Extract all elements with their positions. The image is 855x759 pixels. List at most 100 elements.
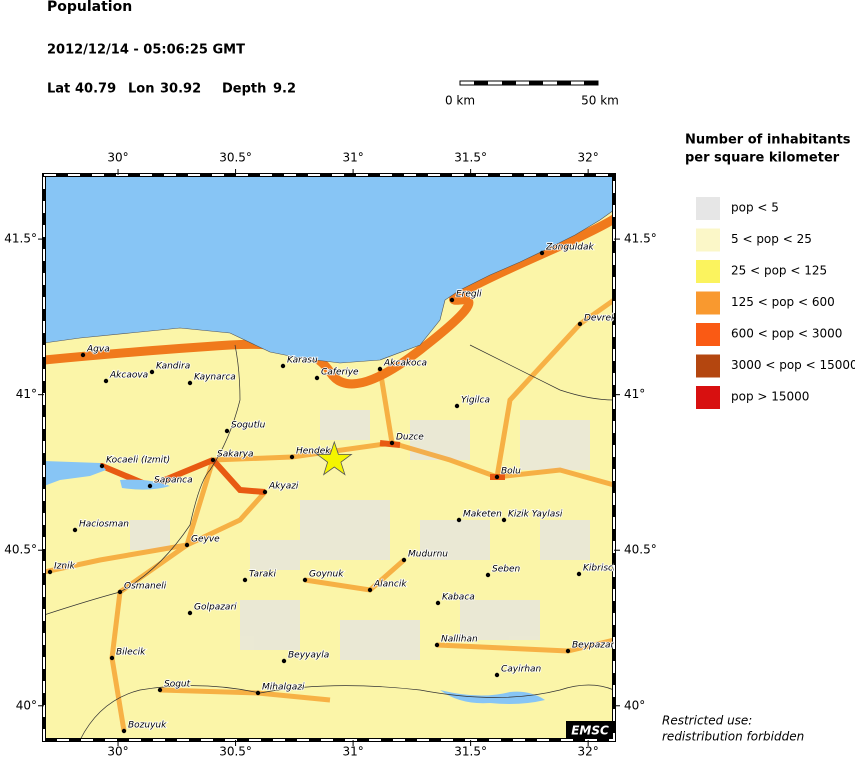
city-label: Mihalgazi xyxy=(262,683,305,693)
lat-label: Lat xyxy=(47,82,70,97)
legend-swatch xyxy=(696,386,720,409)
city-label: Kizik Yaylasi xyxy=(508,510,563,520)
lat-tick-label: 40.5° xyxy=(4,543,37,557)
note-1: Restricted use: xyxy=(662,714,752,728)
city-dot xyxy=(280,363,286,369)
city-dot xyxy=(224,428,230,434)
city-dot xyxy=(99,463,105,469)
city-label: Kandira xyxy=(156,362,190,372)
city-label: Akcaova xyxy=(109,371,148,381)
city-dot xyxy=(576,571,582,577)
lon-tick-label: 32° xyxy=(578,151,599,165)
lon-value: 30.92 xyxy=(160,82,201,97)
lat-tick-label: 40° xyxy=(624,698,645,712)
city-dot xyxy=(314,375,320,381)
city-label: Sapanca xyxy=(154,476,193,486)
city-label: Goynuk xyxy=(309,570,344,580)
city-label: Hendek xyxy=(296,447,331,457)
city-dot xyxy=(389,440,395,446)
legend-swatch xyxy=(696,228,720,252)
city-dot xyxy=(485,572,491,578)
map-frame-pattern xyxy=(43,174,615,741)
legend-label: pop < 5 xyxy=(731,201,779,215)
city-dot xyxy=(262,489,268,495)
city-dot xyxy=(434,642,440,648)
legend-title-2: per square kilometer xyxy=(685,151,840,166)
city-label: Kaynarca xyxy=(194,373,236,383)
city-dot xyxy=(281,658,287,664)
city-dot xyxy=(302,577,308,583)
city-label: Kabaca xyxy=(442,593,475,603)
legend-swatch xyxy=(696,197,720,220)
lat-tick-label: 41.5° xyxy=(624,232,657,246)
legend-title-1: Number of inhabitants xyxy=(685,133,851,148)
city-dot xyxy=(456,517,462,523)
lat-tick-label: 41.5° xyxy=(4,232,37,246)
lat-tick-label: 40° xyxy=(16,698,37,712)
city-label: Devrek xyxy=(584,314,617,324)
city-dot xyxy=(121,728,127,734)
lon-tick-label: 30° xyxy=(107,151,128,165)
logo-box xyxy=(566,721,614,740)
epicenter xyxy=(316,440,353,476)
city-dot xyxy=(494,474,500,480)
city-dot xyxy=(289,454,295,460)
lat-tick-label: 41° xyxy=(16,387,37,401)
city-label: Maketen xyxy=(463,510,502,520)
city-dot xyxy=(72,527,78,533)
city-label: Nallihan xyxy=(441,635,478,645)
lon-tick-label: 31.5° xyxy=(454,745,487,759)
legend-swatch xyxy=(696,354,720,378)
city-dot xyxy=(109,655,115,661)
city-dot xyxy=(454,403,460,409)
city-label: Beyyayla xyxy=(288,651,329,661)
city-label: Bilecik xyxy=(116,648,146,658)
datetime: 2012/12/14 - 05:06:25 GMT xyxy=(47,43,245,58)
city-dot xyxy=(187,380,193,386)
legend-label: 25 < pop < 125 xyxy=(731,264,827,278)
legend-label: 600 < pop < 3000 xyxy=(731,327,842,341)
lon-tick-label: 30° xyxy=(107,745,128,759)
legend-label: 5 < pop < 25 xyxy=(731,232,812,246)
city-label: Taraki xyxy=(249,570,276,580)
lat-tick-label: 40.5° xyxy=(624,543,657,557)
city-label: Geyve xyxy=(191,535,220,545)
city-dot xyxy=(157,687,163,693)
lat-tick-label: 41° xyxy=(624,387,645,401)
city-dot xyxy=(210,457,216,463)
city-dot xyxy=(449,297,455,303)
city-label: Sogut xyxy=(164,680,191,690)
scale-end: 50 km xyxy=(581,94,619,108)
city-label: Kocaeli (Izmit) xyxy=(106,456,170,466)
title: Population xyxy=(47,0,132,15)
city-dot xyxy=(565,648,571,654)
cities: Agva Akcaova Kandira Kaynarca KarasuCaferiye… xyxy=(47,242,617,734)
city-label: Sogutlu xyxy=(231,421,266,431)
lon-tick-label: 31.5° xyxy=(454,151,487,165)
city-dot xyxy=(367,587,373,593)
city-label: Caferiye xyxy=(321,368,359,378)
city-dot xyxy=(80,352,86,358)
legend-swatch xyxy=(696,291,720,315)
city-label: Duzce xyxy=(396,433,424,443)
legend-swatch xyxy=(696,323,720,346)
city-label: Iznik xyxy=(54,562,76,572)
scale-start: 0 km xyxy=(445,94,475,108)
legend-label: pop > 15000 xyxy=(731,390,809,404)
depth-value: 9.2 xyxy=(273,82,296,97)
city-label: Eregli xyxy=(456,290,482,300)
logo: EMSC xyxy=(571,724,609,738)
city-label: Akcakoca xyxy=(383,359,427,369)
city-label: Zonguldak xyxy=(545,243,595,253)
city-label: Mudurnu xyxy=(408,550,448,560)
city-dot xyxy=(149,369,155,375)
legend-swatch xyxy=(696,260,720,283)
lon-tick-label: 32° xyxy=(578,745,599,759)
city-label: Karasu xyxy=(287,356,318,366)
city-label: Akyazi xyxy=(268,482,299,492)
lon-label: Lon xyxy=(128,82,154,97)
city-label: Agva xyxy=(86,345,110,355)
city-dot xyxy=(187,610,193,616)
lon-tick-label: 31° xyxy=(342,151,363,165)
